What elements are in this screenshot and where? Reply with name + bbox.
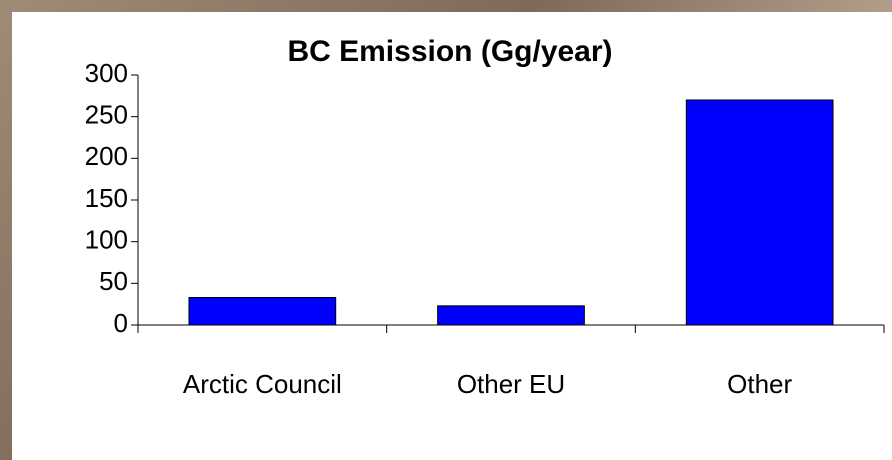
y-tick-label: 250: [85, 100, 128, 130]
x-tick-label: Other EU: [456, 369, 566, 399]
y-tick-label: 150: [85, 183, 128, 213]
y-tick-label: 50: [99, 266, 128, 296]
y-tick-label: 100: [85, 225, 128, 255]
y-tick-label: 300: [85, 58, 128, 88]
bar: [685, 99, 834, 326]
x-tick-label: Other: [727, 369, 793, 399]
y-tick-label: 0: [114, 308, 128, 338]
x-tick-label: Arctic Council: [182, 369, 342, 399]
chart-title: BC Emission (Gg/year): [287, 35, 612, 68]
y-tick-label: 200: [85, 141, 128, 171]
bar: [188, 297, 337, 326]
bar: [437, 305, 585, 326]
